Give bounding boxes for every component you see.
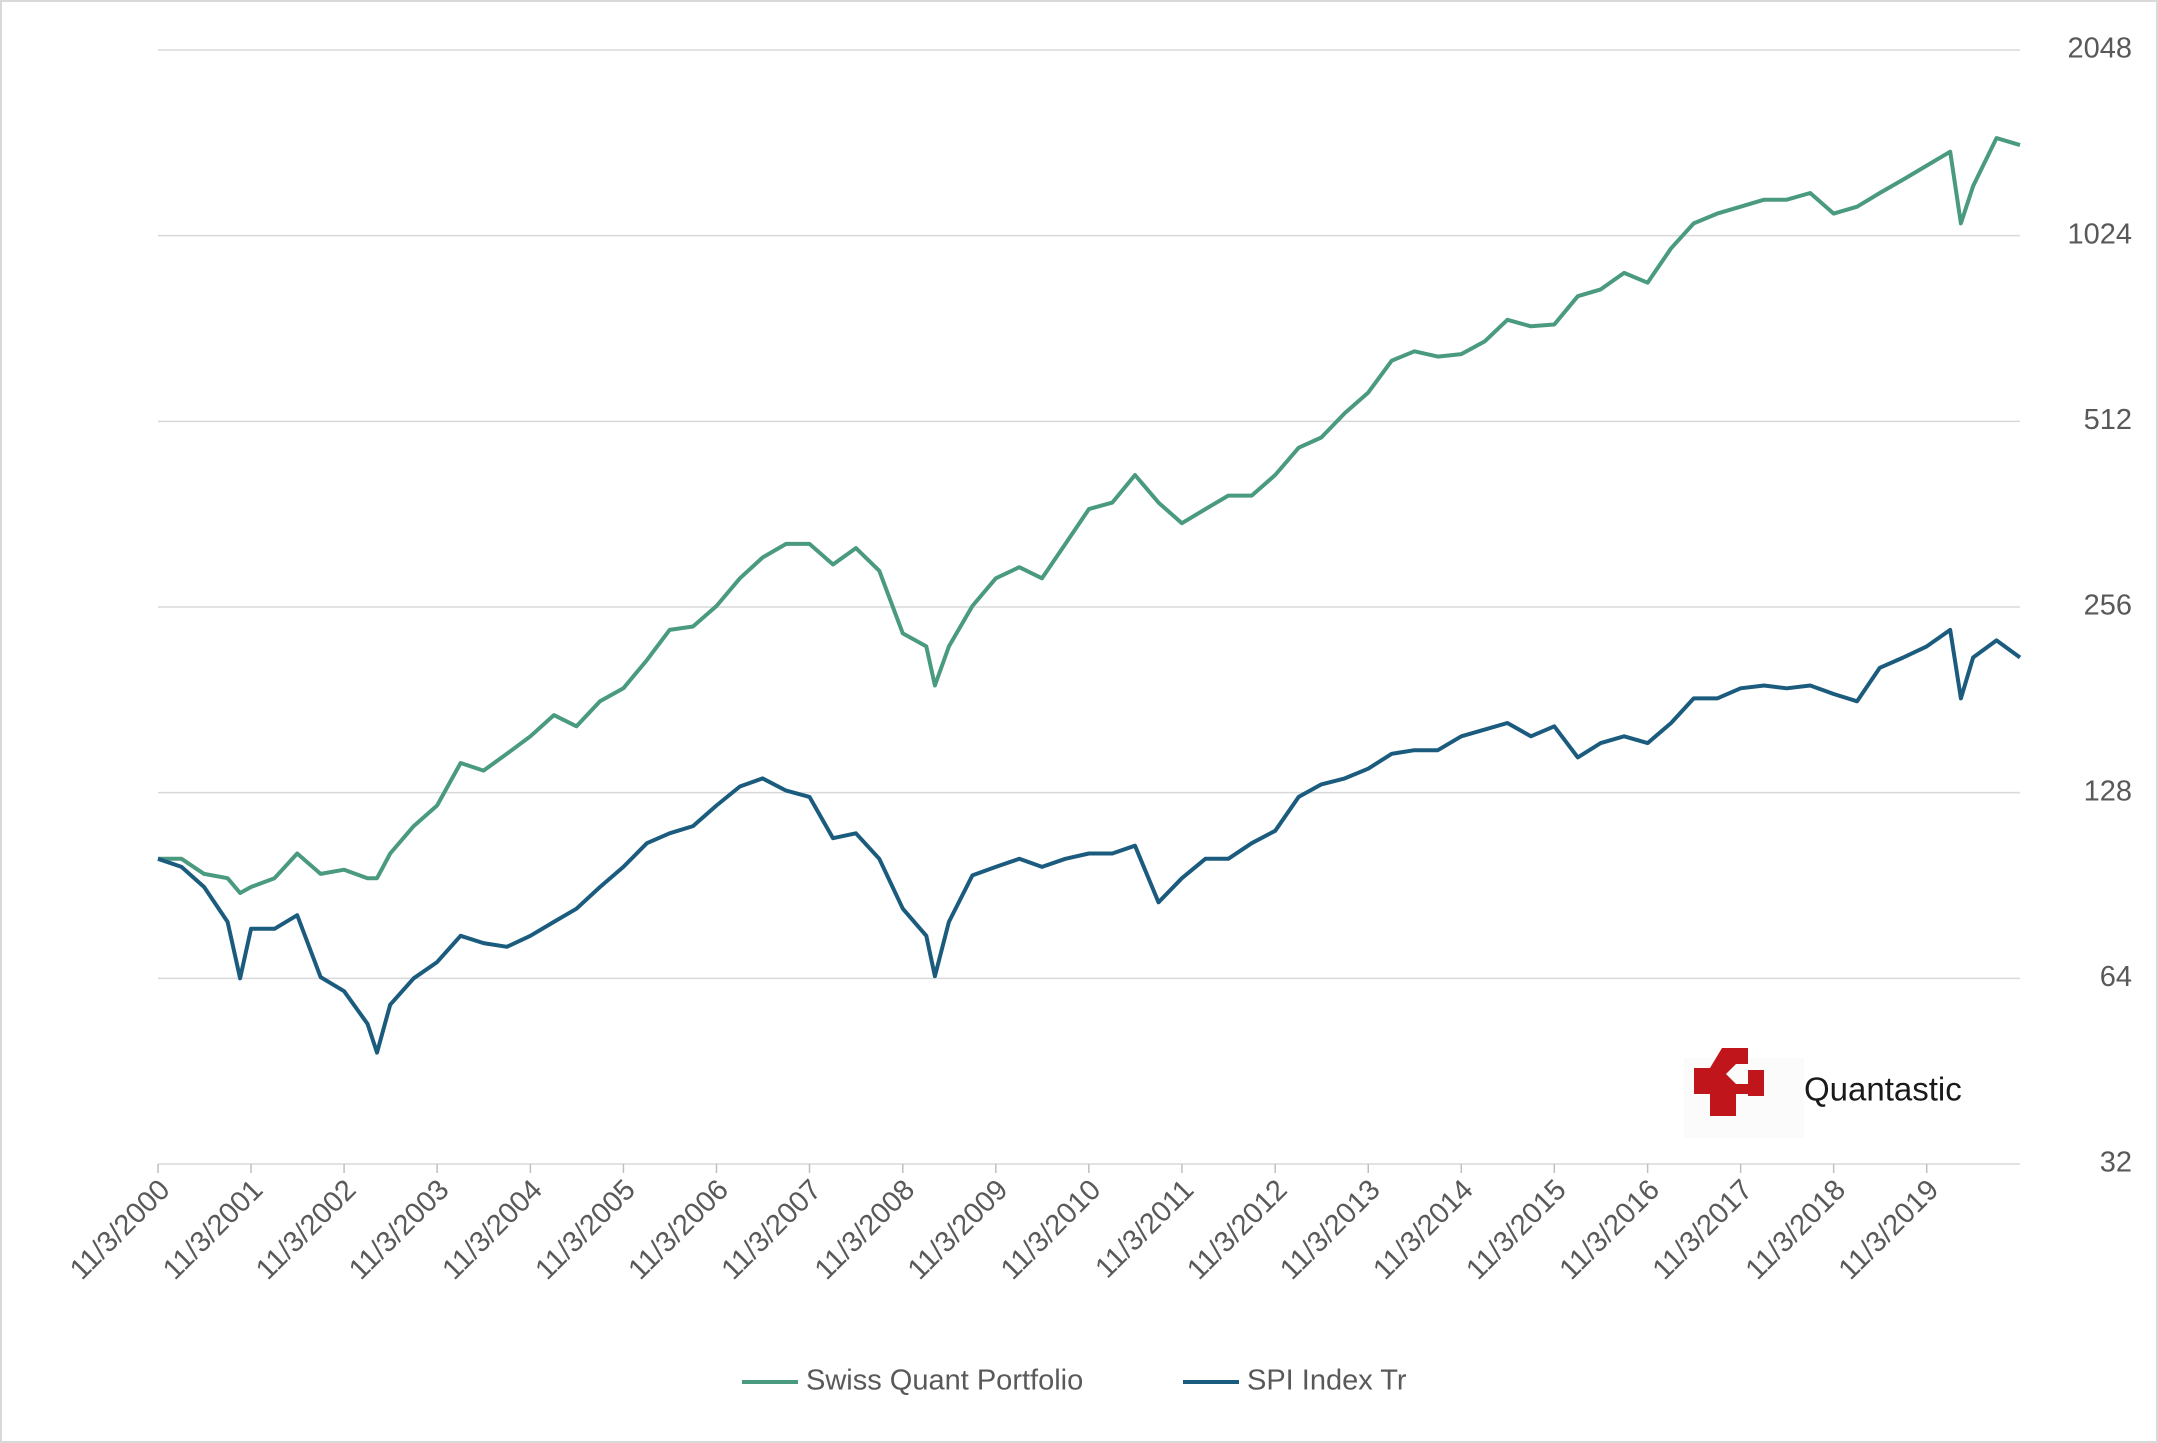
y-tick-label: 512 bbox=[2084, 404, 2132, 436]
y-tick-label: 1024 bbox=[2067, 218, 2132, 250]
legend-label: Swiss Quant Portfolio bbox=[806, 1365, 1083, 1397]
y-tick-label: 32 bbox=[2100, 1147, 2132, 1179]
series-line bbox=[158, 136, 2021, 895]
lines bbox=[157, 136, 2022, 1055]
series-line bbox=[157, 627, 2022, 1055]
logo: Quantastic bbox=[1684, 1048, 1962, 1138]
y-tick-label: 2048 bbox=[2067, 33, 2132, 65]
legend: Swiss Quant Portfolio SPI Index Tr bbox=[742, 1365, 1407, 1397]
y-tick-label: 256 bbox=[2084, 590, 2132, 622]
logo-text: Quantastic bbox=[1804, 1071, 1962, 1108]
y-tick-label: 64 bbox=[2100, 961, 2132, 993]
logo-cross bbox=[1694, 1048, 1764, 1116]
legend-label: SPI Index Tr bbox=[1247, 1365, 1407, 1397]
y-tick-label: 128 bbox=[2084, 775, 2132, 807]
